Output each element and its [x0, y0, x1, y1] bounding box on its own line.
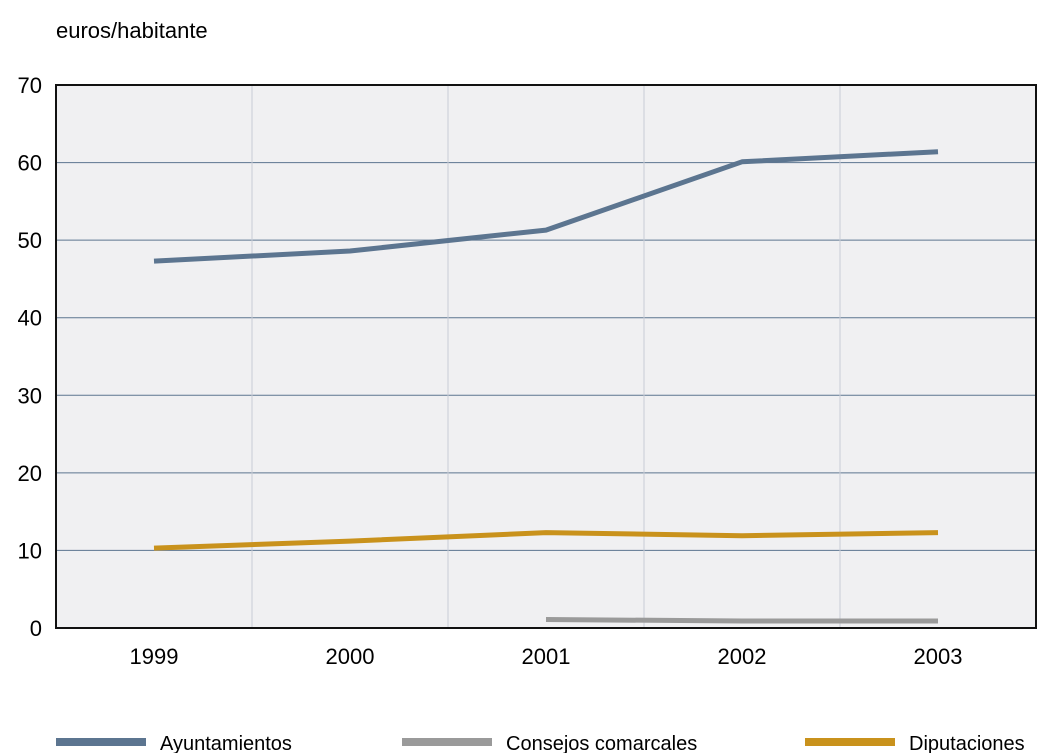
y-tick-label: 30 [18, 383, 42, 408]
x-tick-label: 2000 [326, 644, 375, 669]
series-lines [153, 149, 939, 624]
series-line-consejos-comarcales [545, 617, 938, 624]
plot-area [56, 85, 1036, 628]
legend-swatch [805, 738, 895, 746]
legend: Ayuntamientos Consejos comarcales Diputaci… [56, 733, 1025, 753]
y-axis-label: euros/habitante [56, 18, 208, 43]
y-tick-label: 40 [18, 306, 42, 331]
legend-swatch [402, 738, 492, 746]
y-tick-label: 60 [18, 151, 42, 176]
y-tick-label: 20 [18, 461, 42, 486]
x-tick-labels: 1999 2000 2001 2002 2003 [130, 644, 963, 669]
y-tick-label: 50 [18, 228, 42, 253]
x-tick-label: 2003 [914, 644, 963, 669]
plot-border [55, 84, 1037, 629]
legend-label: Diputaciones [909, 733, 1025, 753]
series-line-diputaciones [153, 530, 939, 551]
y-tick-labels: 0 10 20 30 40 50 60 70 [18, 73, 42, 641]
x-tick-label: 2002 [718, 644, 767, 669]
y-tick-label: 0 [30, 616, 42, 641]
x-tick-label: 1999 [130, 644, 179, 669]
legend-swatch [56, 738, 146, 746]
gridlines [56, 85, 1036, 628]
series-line-ayuntamientos [153, 149, 939, 264]
x-tick-label: 2001 [522, 644, 571, 669]
legend-label: Ayuntamientos [160, 733, 292, 753]
y-tick-label: 10 [18, 538, 42, 563]
legend-label: Consejos comarcales [506, 733, 697, 753]
y-tick-label: 70 [18, 73, 42, 98]
